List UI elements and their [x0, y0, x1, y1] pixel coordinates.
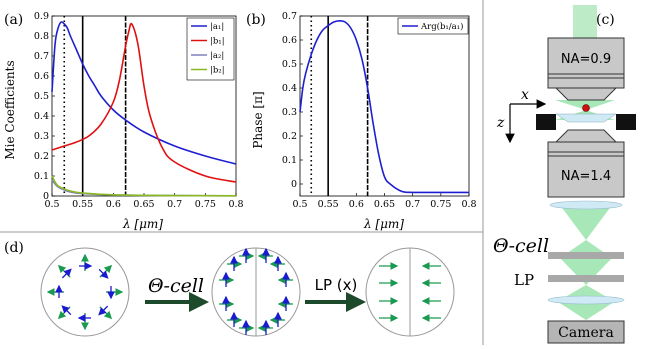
objective-top — [547, 37, 625, 89]
plot-b-xtick-label: 0.8 — [461, 199, 476, 210]
plot-a-ytick-label: 0.8 — [34, 31, 49, 42]
panel-a-xlabel: λ [μm] — [122, 217, 163, 231]
plot-b-xtick-label: 0.6 — [349, 199, 364, 210]
plot-a-ytick-label: 0.3 — [34, 131, 49, 142]
plot-a-legend-label: |b₂| — [210, 66, 225, 76]
panel-b-label: (b) — [246, 12, 266, 28]
objective-bottom-tip — [554, 129, 618, 143]
plot-a-ytick-label: 0.5 — [34, 91, 49, 102]
panel-c-label: (c) — [596, 12, 615, 28]
camera-label: Camera — [558, 325, 614, 341]
input-beam — [573, 5, 597, 40]
plot-a: 0.5 0.55 0.6 0.65 0.7 0.75 0.8 0 0.1 0.2 0.3 0.4 0.5… — [34, 11, 244, 210]
plot-a-ytick-label: 0.1 — [34, 171, 49, 182]
plot-b-xtick-label: 0.7 — [405, 199, 420, 210]
plot-a-xtick-label: 0.75 — [195, 199, 216, 210]
lens-1 — [549, 200, 623, 210]
panel-a-ylabel: Mie Coefficients — [3, 60, 17, 159]
panel-b-ylabel: Phase [π] — [251, 91, 265, 148]
lp-label: LP — [514, 271, 534, 289]
camera — [547, 320, 625, 344]
na-bottom-label: NA=1.4 — [561, 169, 611, 184]
plot-a-xtick-label: 0.5 — [44, 199, 59, 210]
plot-b-ytick-label: 0.7 — [282, 11, 297, 22]
panel-b-xlabel: λ [μm] — [363, 217, 404, 231]
objective-bottom — [547, 141, 625, 198]
beam-cone-1 — [560, 205, 612, 240]
axis-x-label: x — [521, 87, 529, 103]
plot-a-series-line — [51, 175, 237, 197]
plot-b-xtick-label: 0.55 — [318, 199, 339, 210]
cover-glass — [555, 113, 617, 123]
plot-a-legend-label: |a₁| — [210, 22, 224, 32]
lp-plate — [548, 275, 624, 282]
step1-label: Θ-cell — [148, 275, 204, 297]
beam-cone-3 — [560, 258, 612, 285]
plot-a-ytick-label: 0.7 — [34, 51, 49, 62]
plot-b-ytick-label: 0.2 — [282, 131, 297, 142]
plot-b-ytick-label: 0.4 — [282, 83, 297, 94]
step2-label: LP (x) — [315, 276, 358, 294]
azimuthal-arrow — [61, 305, 72, 316]
plot-b-frame — [299, 15, 470, 197]
plot-a-ytick-label: 0.4 — [34, 111, 49, 122]
plot-a-ytick-label: 0.6 — [34, 71, 49, 82]
azimuthal-arrow — [61, 268, 72, 279]
stage-left — [536, 114, 556, 130]
plot-a-xtick-label: 0.65 — [133, 199, 154, 210]
plot-a-series-line — [51, 21, 237, 165]
plot-b-ytick-label: 0.1 — [282, 155, 297, 166]
plot-a-legend-label: |a₂| — [210, 51, 224, 61]
lens-2 — [547, 295, 625, 305]
panel-b: (b) 0.5 0.55 0.6 0.65 0.7 0.75 0.800.10.20.30.… — [246, 11, 477, 231]
plot-b-xtick-label: 0.5 — [292, 199, 307, 210]
panel-a: (a) 0.5 0.55 0.6 0.65 0.7 0.75 0.800.10.20.30.… — [3, 11, 244, 231]
axis-z-label: z — [496, 115, 505, 131]
theta-cell-plate — [548, 252, 624, 259]
azimuthal-arrow — [98, 268, 109, 279]
plot-a-legend-label: |b₁| — [210, 37, 225, 47]
panel-a-label: (a) — [4, 12, 23, 28]
plot-a-xtick-label: 0.7 — [167, 199, 182, 210]
na-top-label: NA=0.9 — [561, 52, 611, 67]
azimuthal-arrow — [98, 305, 109, 316]
plot-b-series-line — [299, 19, 469, 194]
panel-d: (d) Θ-cell LP (x) — [4, 240, 455, 337]
plot-b-ytick-label: 0.5 — [282, 59, 297, 70]
plot-b-ytick-label: 0.6 — [282, 35, 297, 46]
plot-a-ytick-label: 0.9 — [34, 11, 49, 22]
plot-b-ytick-label: 0.3 — [282, 107, 297, 118]
plot-a-ytick-label: 0 — [43, 191, 49, 202]
theta-cell-label: Θ-cell — [493, 235, 549, 257]
plot-a-ytick-label: 0.2 — [34, 151, 49, 162]
plot-b-ytick-label: 0 — [291, 179, 297, 190]
plot-b: 0.5 0.55 0.6 0.65 0.7 0.75 0.8 0 0.1 0.2 0.3 0.4 0.5… — [282, 11, 477, 210]
panel-d-label: (d) — [4, 240, 24, 256]
plot-a-xtick-label: 0.6 — [106, 199, 121, 210]
objective-top-tip — [554, 87, 618, 101]
plot-a-xtick-label: 0.8 — [228, 199, 243, 210]
plot-b-legend — [397, 17, 469, 35]
beam-cone-5 — [555, 300, 617, 320]
particle — [582, 104, 590, 112]
plot-a-xtick-label: 0.55 — [72, 199, 93, 210]
plot-a-series-line — [51, 22, 237, 183]
plot-b-xtick-label: 0.65 — [374, 199, 395, 210]
panel-c: (c) NA=0.9 x z NA=1.4 — [493, 5, 636, 344]
plot-b-legend-label: Arg(b₁/a₁) — [420, 21, 463, 32]
plot-b-xtick-label: 0.75 — [430, 199, 451, 210]
stage-right — [616, 114, 636, 130]
